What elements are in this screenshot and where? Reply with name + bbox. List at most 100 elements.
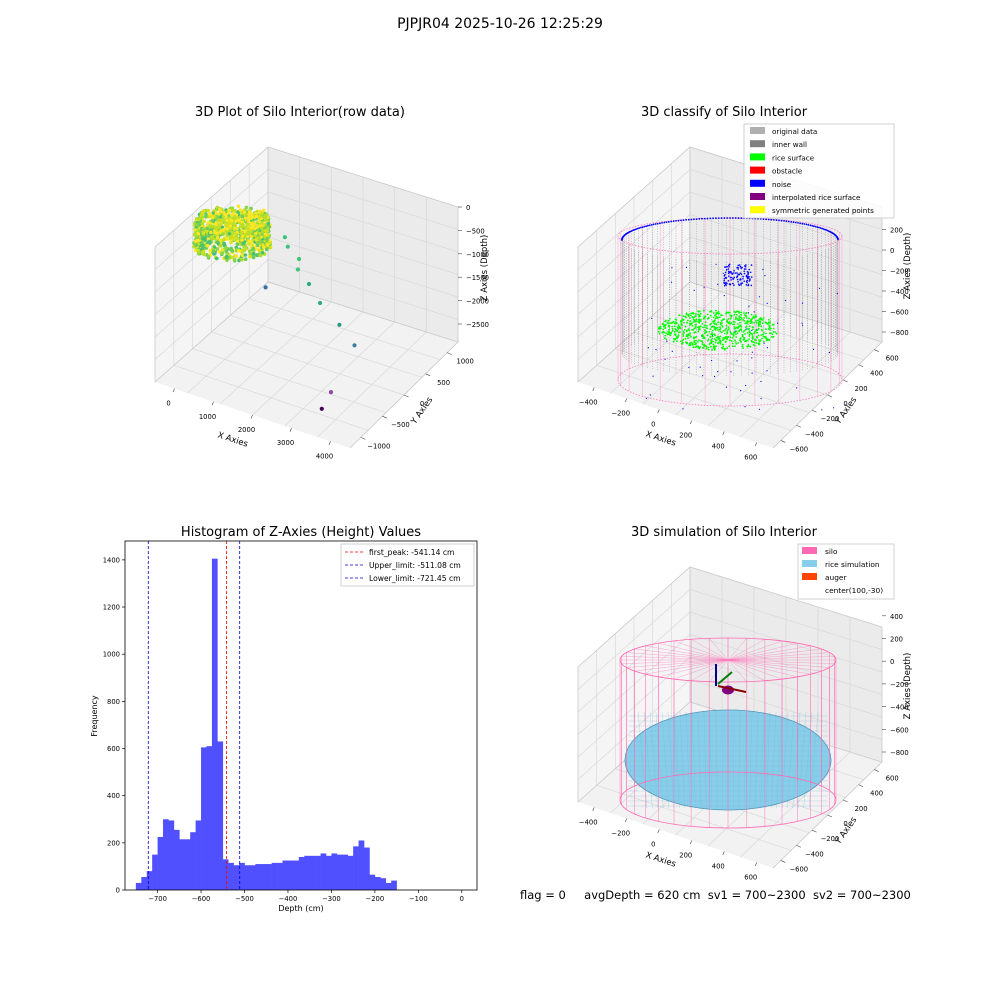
rice-mesh-line <box>703 711 707 809</box>
silo-cloud-point <box>234 254 239 258</box>
p2-xtick-mark <box>624 398 628 403</box>
panel4-title: 3D simulation of Silo Interior <box>631 525 818 540</box>
rice-surface-point <box>764 321 767 324</box>
rice-surface-point <box>681 339 684 342</box>
rice-surface-point <box>757 322 760 325</box>
rice-surface-point <box>757 324 760 327</box>
histogram-bar <box>244 865 251 890</box>
panel1-zlabel: Z Axies (Depth) <box>480 235 490 302</box>
rice-surface-point <box>663 325 665 328</box>
silo-cloud-point <box>263 213 268 218</box>
histogram-bar <box>353 846 359 891</box>
rice-surface-point <box>751 321 753 324</box>
rice-surface-point <box>749 319 752 321</box>
noise-point <box>720 217 723 220</box>
histogram-bar <box>217 741 224 890</box>
silo-cloud-point <box>240 253 245 257</box>
rice-surface-point <box>738 319 741 321</box>
noise-point <box>664 358 666 360</box>
outlier-point <box>295 267 300 272</box>
legend-label: auger <box>825 573 847 582</box>
rice-surface-point <box>744 333 746 335</box>
p1-xtick-mark <box>172 388 175 393</box>
rice-surface-point <box>752 326 754 328</box>
rice-surface-point <box>698 339 700 341</box>
noise-point <box>701 217 703 220</box>
noise-point <box>655 349 657 351</box>
rice-surface-point <box>712 320 714 323</box>
p1-ytick-mark <box>425 373 431 377</box>
panel1-z-ticks: −2500 −2000 −1500 −1000 −500 0 <box>458 204 489 329</box>
silo-cloud-point <box>263 235 267 239</box>
silo-cloud-point <box>232 257 237 262</box>
p4-ytick-mark <box>811 829 817 833</box>
noise-point <box>762 268 764 271</box>
rice-surface-point <box>698 322 701 324</box>
rice-surface-point <box>775 332 778 335</box>
noise-point <box>745 284 748 286</box>
silo-cloud-point <box>268 245 273 250</box>
silo-cloud-point <box>241 223 245 227</box>
rice-surface-point <box>755 336 758 339</box>
silo-roof-wire <box>727 640 783 661</box>
histogram-bar <box>211 558 218 890</box>
legend-swatch <box>750 179 765 187</box>
histogram-legend-frame <box>340 543 475 587</box>
rice-mesh-line <box>744 711 747 809</box>
noise-point <box>738 284 741 287</box>
noise-point <box>645 225 647 228</box>
rice-mesh-line <box>667 711 675 809</box>
rice-surface-point <box>731 337 734 339</box>
p4-ytick-mark <box>842 799 848 803</box>
p4-xtick-label: 600 <box>744 874 757 882</box>
noise-point <box>740 273 743 276</box>
noise-point <box>818 226 820 229</box>
rice-surface-point <box>757 319 759 322</box>
rice-surface-point <box>725 312 727 315</box>
rice-surface-point <box>706 340 709 342</box>
rice-surface-point <box>742 331 745 333</box>
rice-surface-point <box>665 338 668 341</box>
rice-surface-point <box>702 347 705 349</box>
p4-ytick-mark <box>874 769 879 772</box>
rice-surface-point <box>748 330 751 332</box>
x-tick-label: 0 <box>460 895 464 903</box>
rice-mesh-line <box>771 711 777 809</box>
silo-cloud-point <box>230 208 235 213</box>
rice-surface-point <box>735 316 737 319</box>
p2-xtick-mark <box>657 409 660 414</box>
silo-cloud-point <box>228 235 232 240</box>
silo-roof-wire <box>626 659 729 668</box>
p4-xtick-mark <box>722 851 725 856</box>
outlier-point <box>285 244 290 249</box>
histogram-bar <box>233 865 240 890</box>
rice-surface-point <box>712 312 715 314</box>
panel4-zlabel: Z Axies (Depth) <box>903 653 913 720</box>
silo-cloud-point <box>253 234 257 238</box>
rice-surface-point <box>669 334 672 337</box>
rice-surface-point <box>705 347 708 350</box>
rice-surface-point <box>679 331 681 333</box>
silo-cloud-point <box>225 218 229 222</box>
noise-point <box>677 219 680 222</box>
rice-surface-point <box>768 332 771 334</box>
rice-surface-point <box>704 326 706 329</box>
rice-surface-point <box>704 324 706 327</box>
rice-surface-point <box>720 314 722 317</box>
rice-surface-point <box>753 341 756 344</box>
noise-point <box>796 387 798 389</box>
noise-point <box>736 272 738 274</box>
noise-point <box>654 223 657 225</box>
silo-roof-wire <box>645 645 729 661</box>
rice-surface-point <box>731 345 734 348</box>
p2-xtick-mark <box>592 387 595 392</box>
rice-surface-point <box>713 314 716 317</box>
noise-point <box>821 227 823 230</box>
silo-cloud-point <box>238 224 242 229</box>
noise-point <box>760 397 762 400</box>
rice-surface-point <box>674 333 676 336</box>
rice-surface-point <box>694 315 697 317</box>
silo-cloud-point <box>214 214 219 219</box>
p4-xtick-label: −200 <box>611 830 630 838</box>
panel2-z-ticks: −800 −600 −400 −200 0 200 <box>882 227 909 337</box>
